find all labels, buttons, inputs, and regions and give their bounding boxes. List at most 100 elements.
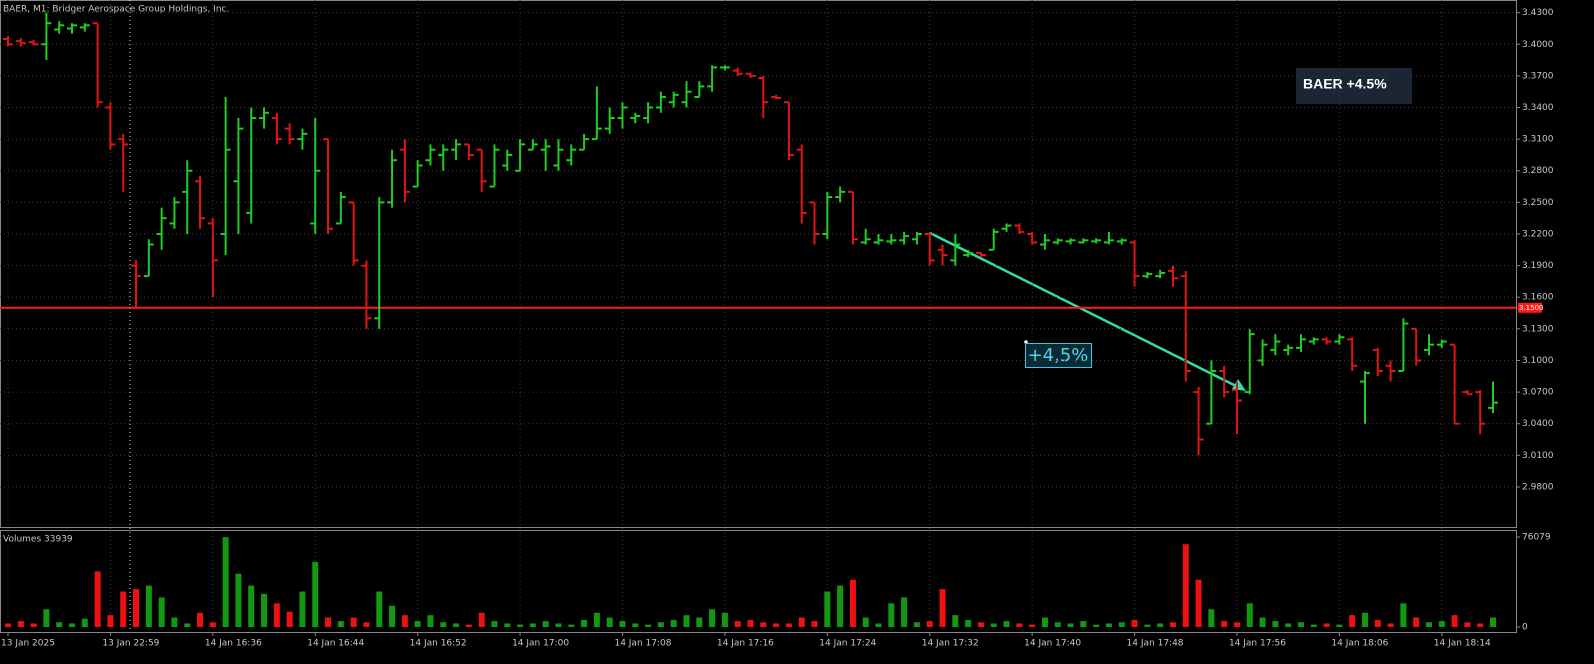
volume-bar xyxy=(1169,622,1176,627)
volume-bar xyxy=(606,617,613,627)
x-tick-label: 14 Jan 16:52 xyxy=(410,639,467,649)
volume-bar xyxy=(1297,622,1304,627)
volume-title: Volumes 33939 xyxy=(3,535,73,545)
volume-bar xyxy=(1195,579,1202,627)
volume-bar xyxy=(721,612,728,627)
x-tick-label: 13 Jan 22:59 xyxy=(102,639,159,649)
volume-bar xyxy=(1336,624,1343,627)
y-tick-label: 2.9800 xyxy=(1522,482,1554,492)
volume-bar xyxy=(427,615,434,627)
volume-bar xyxy=(939,589,946,627)
volume-bar xyxy=(401,615,408,627)
trend-arrow xyxy=(929,231,1241,390)
x-tick-label: 14 Jan 17:40 xyxy=(1024,639,1081,649)
y-tick-label: 3.3700 xyxy=(1522,71,1554,81)
x-tick-label: 14 Jan 18:06 xyxy=(1331,639,1388,649)
volume-bar xyxy=(1003,621,1010,627)
y-tick-label: 3.1000 xyxy=(1522,356,1554,366)
volume-bar xyxy=(184,623,191,627)
y-tick-label: 3.0100 xyxy=(1522,451,1554,461)
volume-bar xyxy=(350,617,357,627)
volume-bar xyxy=(1259,617,1266,627)
x-tick-label: 14 Jan 17:56 xyxy=(1229,639,1286,649)
x-tick-label: 13 Jan 2025 xyxy=(1,639,55,649)
volume-bar xyxy=(568,624,575,627)
info-box-text: BAER +4.5% xyxy=(1303,76,1387,92)
volume-bar xyxy=(440,622,447,627)
volume-bar xyxy=(1451,615,1458,627)
volume-bar xyxy=(977,622,984,627)
volume-bar xyxy=(1093,624,1100,627)
volume-bar xyxy=(1246,603,1253,627)
volume-bar xyxy=(1464,622,1471,627)
volume-bar xyxy=(171,617,178,627)
volume-bar xyxy=(491,621,498,627)
volume-bar xyxy=(465,624,472,627)
y-tick-label: 3.1600 xyxy=(1522,293,1554,303)
volume-bar xyxy=(965,619,972,627)
volume-bar xyxy=(43,609,50,627)
volume-bar xyxy=(1080,621,1087,627)
volume-bar xyxy=(273,603,280,627)
volume-bar xyxy=(1016,623,1023,627)
volume-bar xyxy=(952,615,959,627)
volume-tick-label: 0 xyxy=(1522,623,1528,633)
x-tick-label: 14 Jan 17:48 xyxy=(1127,639,1184,649)
volume-bar xyxy=(325,617,332,627)
x-tick-label: 14 Jan 18:14 xyxy=(1434,639,1491,649)
volume-bar xyxy=(389,605,396,627)
volume-bar xyxy=(158,597,165,627)
volume-bar xyxy=(913,622,920,627)
volume-bar xyxy=(773,623,780,627)
volume-bar xyxy=(286,611,293,627)
volume-bar xyxy=(555,623,562,627)
volume-tick-label: 76079 xyxy=(1522,533,1551,543)
volume-bar xyxy=(1144,624,1151,627)
y-tick-label: 3.0400 xyxy=(1522,419,1554,429)
volume-bar xyxy=(376,591,383,627)
arrow-head xyxy=(1232,379,1246,391)
volume-bar xyxy=(235,573,242,627)
level-label-box xyxy=(1518,302,1542,313)
volume-bar xyxy=(581,619,588,627)
volume-bar xyxy=(1131,619,1138,627)
volume-bar xyxy=(529,623,536,627)
y-tick-label: 3.3400 xyxy=(1522,103,1554,113)
volume-bar xyxy=(1029,624,1036,627)
volume-bar xyxy=(30,623,37,627)
volume-bar xyxy=(696,617,703,627)
volume-bar xyxy=(69,623,76,627)
volume-bar xyxy=(1067,623,1074,627)
volume-bar xyxy=(849,579,856,627)
volume-bar xyxy=(1041,617,1048,627)
volume-bar xyxy=(1233,622,1240,627)
volume-bar xyxy=(1387,623,1394,627)
volume-bar xyxy=(542,621,549,627)
volume-bar xyxy=(837,585,844,627)
volume-bar xyxy=(1157,623,1164,627)
volume-bar xyxy=(1310,624,1317,627)
volume-bar xyxy=(145,585,152,627)
x-tick-label: 14 Jan 17:16 xyxy=(717,639,774,649)
y-tick-label: 3.2500 xyxy=(1522,198,1554,208)
volume-bar xyxy=(811,621,818,627)
volume-bar xyxy=(785,623,792,627)
volume-bar xyxy=(888,603,895,627)
chart-title: BAER, M1: Bridger Aerospace Group Holdin… xyxy=(3,5,229,15)
volume-bar xyxy=(657,622,664,627)
volume-bar xyxy=(875,623,882,627)
volume-bar xyxy=(1477,623,1484,627)
volume-bar xyxy=(747,619,754,627)
x-tick-label: 14 Jan 17:32 xyxy=(922,639,979,649)
volume-bar xyxy=(222,537,229,627)
volume-bar xyxy=(81,618,88,627)
volume-bar xyxy=(248,585,255,627)
volume-bar xyxy=(5,623,11,627)
volume-bar xyxy=(709,609,716,627)
arrow-label: +4,5% xyxy=(1028,345,1089,366)
level-label: 3.1500 xyxy=(1519,304,1544,312)
volume-bar xyxy=(94,571,101,627)
volume-bar xyxy=(926,621,933,627)
x-tick-label: 14 Jan 16:36 xyxy=(205,639,262,649)
